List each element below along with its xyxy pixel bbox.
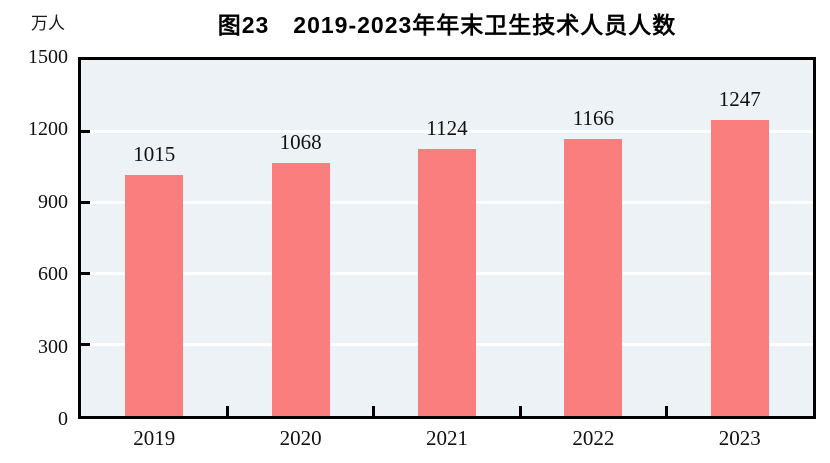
x-tick-label: 2020: [279, 426, 322, 450]
bar-value-label: 1124: [426, 116, 468, 141]
bar-value-label: 1015: [133, 142, 176, 167]
x-tick-label: 2021: [426, 426, 468, 450]
y-axis-unit-label: 万人: [31, 14, 65, 33]
y-axis: 0 300 600 900 1200 1500: [0, 46, 68, 430]
bar-value-label: 1247: [718, 87, 761, 112]
chart-title: 图23 2019-2023年年末卫生技术人员人数: [217, 12, 677, 38]
x-axis: 2019 2020 2021 2022 2023: [78, 424, 816, 454]
y-tick-label: 1500: [28, 46, 68, 68]
bar: [125, 175, 184, 416]
y-axis-tick: [81, 200, 90, 204]
y-axis-tick: [81, 343, 90, 347]
bar-value-label: 1166: [572, 106, 615, 131]
bar: [564, 139, 623, 416]
gridline: [81, 129, 813, 133]
y-tick-label: 300: [38, 335, 68, 358]
y-tick-label: 0: [58, 408, 68, 430]
plot-area: 1015 1068 1124 1166 1247: [78, 57, 816, 419]
x-tick-label: 2023: [718, 426, 761, 450]
y-axis-tick: [81, 129, 90, 133]
bar: [710, 120, 769, 416]
y-tick-label: 900: [38, 190, 68, 213]
y-tick-label: 600: [38, 263, 68, 286]
x-axis-tick: [665, 406, 669, 416]
bar: [271, 162, 330, 416]
bar: [418, 149, 476, 416]
x-axis-tick: [225, 406, 229, 416]
x-tick-label: 2022: [572, 426, 615, 450]
y-tick-label: 1200: [28, 118, 68, 141]
x-axis-tick: [518, 406, 522, 416]
x-tick-label: 2019: [133, 426, 176, 450]
y-axis-tick: [81, 272, 90, 276]
x-axis-tick: [372, 406, 376, 416]
bar-value-label: 1068: [279, 129, 322, 154]
